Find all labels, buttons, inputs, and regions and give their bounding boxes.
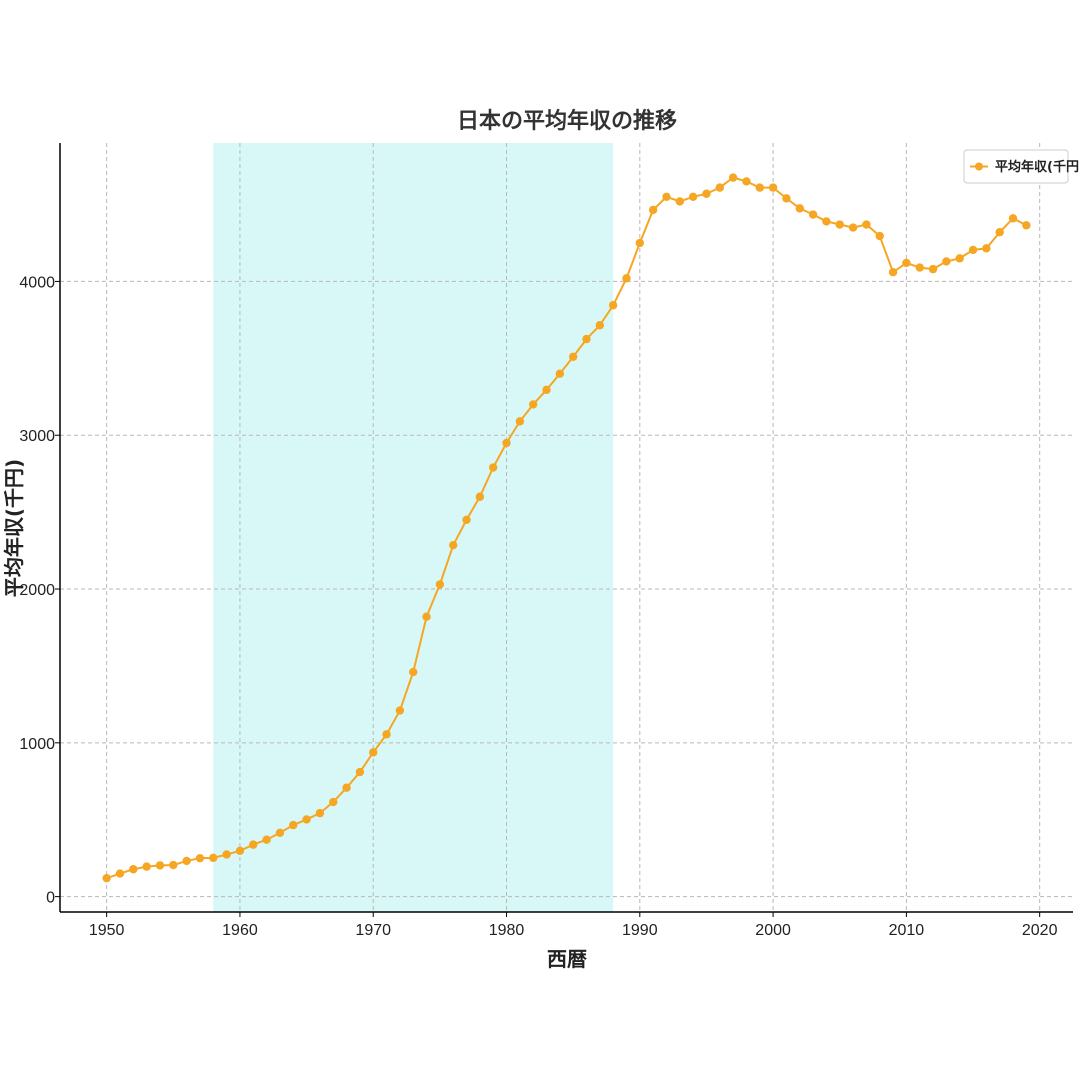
data-point [795, 204, 804, 213]
data-point [768, 183, 778, 192]
data-point [302, 815, 311, 824]
x-tick-label: 1990 [622, 922, 658, 939]
series-line [106, 176, 1027, 880]
data-point [568, 352, 578, 361]
data-point [115, 869, 125, 878]
data-point [169, 860, 178, 870]
data-point [1022, 221, 1031, 230]
data-point [422, 612, 431, 621]
data-point [235, 846, 245, 855]
legend-marker-sample [975, 162, 983, 171]
data-point [835, 220, 844, 229]
data-point [142, 862, 151, 871]
data-point [675, 197, 684, 206]
data-point [262, 835, 271, 844]
x-tick-label: 1970 [355, 922, 391, 939]
data-point [702, 189, 711, 198]
y-tick-label: 0 [46, 890, 55, 907]
data-point [782, 194, 791, 203]
data-point [955, 254, 964, 263]
data-point [528, 400, 538, 409]
data-point [329, 797, 338, 807]
x-tick-label: 1960 [222, 922, 258, 939]
legend-label: 平均年収(千円) [995, 159, 1080, 175]
data-point [449, 540, 458, 550]
data-point [355, 767, 365, 777]
x-axis-label: 西暦 [547, 947, 587, 971]
data-point [315, 808, 325, 818]
data-point [382, 730, 391, 739]
y-ticks: 0 1000 2000 3000 4000 [19, 274, 60, 907]
data-point [715, 183, 724, 192]
data-point [462, 515, 471, 525]
data-point [662, 192, 671, 202]
data-point [395, 706, 405, 715]
data-point [942, 257, 951, 266]
data-point [875, 231, 884, 241]
x-tick-label: 2020 [1022, 922, 1058, 939]
y-tick-label: 1000 [19, 736, 55, 753]
data-point [888, 267, 898, 277]
data-point [249, 840, 258, 849]
data-point [582, 334, 591, 344]
y-tick-label: 3000 [19, 428, 55, 445]
data-point [502, 438, 511, 448]
data-point [289, 820, 298, 830]
data-point [222, 850, 231, 859]
y-axis-label: 平均年収(千円) [2, 459, 26, 597]
data-point [342, 783, 351, 792]
data-point [129, 865, 138, 874]
data-point [1008, 214, 1018, 223]
data-point [608, 301, 618, 310]
data-point [635, 238, 645, 248]
data-point [555, 369, 565, 378]
data-point [968, 245, 978, 255]
data-point [648, 205, 658, 215]
data-point [982, 244, 991, 253]
data-point [915, 263, 924, 272]
data-point [928, 264, 938, 274]
highlight-span [213, 143, 614, 912]
x-tick-label: 1980 [489, 922, 525, 939]
x-tick-label: 1950 [89, 922, 125, 939]
data-point [848, 223, 858, 232]
data-point [209, 853, 218, 863]
series-layer [102, 173, 1031, 883]
data-point [435, 580, 445, 589]
data-point [742, 177, 751, 186]
x-tick-label: 2000 [755, 922, 791, 939]
data-point [622, 274, 631, 283]
data-point [688, 192, 698, 202]
data-point [195, 853, 205, 863]
data-point [995, 228, 1004, 237]
data-point [475, 492, 485, 501]
data-point [808, 210, 818, 219]
data-point [755, 183, 764, 192]
x-ticks: 1950 1960 1970 1980 1990 2000 2010 2020 [89, 912, 1058, 939]
legend-box [963, 149, 1069, 184]
data-point [728, 173, 738, 182]
y-tick-label: 2000 [19, 582, 55, 599]
data-point [595, 321, 605, 330]
grid [60, 143, 1073, 912]
data-point [862, 220, 871, 229]
data-point [409, 667, 418, 677]
data-point [102, 873, 111, 883]
data-point [902, 258, 911, 268]
legend: 平均年収(千円) [963, 149, 1080, 184]
y-tick-label: 4000 [19, 274, 55, 291]
data-point [182, 856, 191, 866]
data-point [515, 417, 525, 426]
data-point [822, 217, 831, 226]
x-tick-label: 2010 [889, 922, 925, 939]
data-point [369, 748, 378, 757]
chart-title: 日本の平均年収の推移 [457, 108, 677, 134]
data-point [275, 828, 285, 837]
data-point [155, 861, 165, 870]
data-point [488, 463, 498, 472]
data-point [542, 385, 551, 395]
